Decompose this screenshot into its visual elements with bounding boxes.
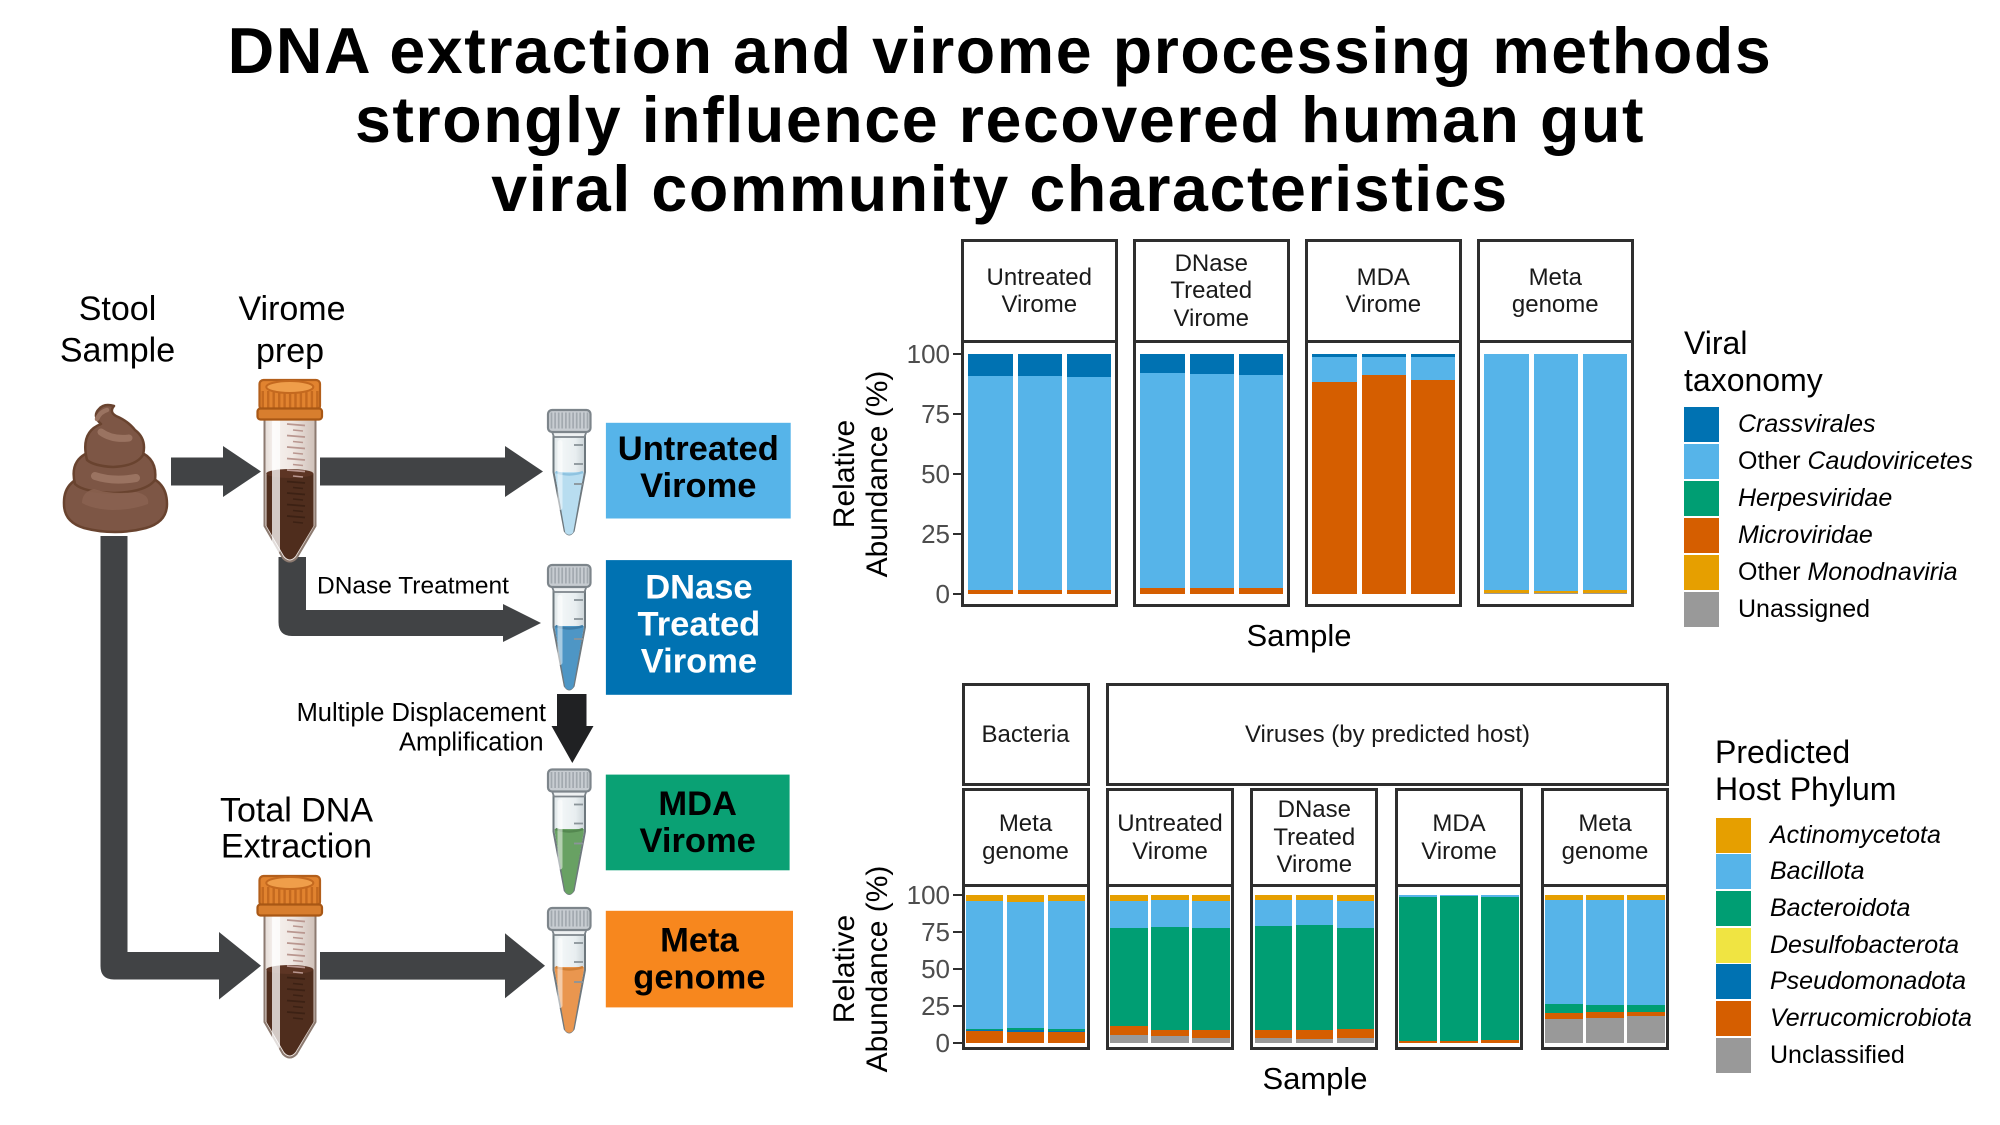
svg-text:Untreated: Untreated xyxy=(618,430,779,468)
svg-text:Stool: Stool xyxy=(79,290,157,328)
svg-text:Amplification: Amplification xyxy=(399,729,544,757)
svg-text:Treated: Treated xyxy=(638,606,761,644)
svg-text:DNase: DNase xyxy=(645,569,752,607)
svg-text:MDA: MDA xyxy=(658,785,737,823)
svg-text:Virome: Virome xyxy=(238,290,345,328)
svg-text:prep: prep xyxy=(256,332,324,370)
svg-text:Extraction: Extraction xyxy=(221,828,372,866)
svg-text:DNase Treatment: DNase Treatment xyxy=(317,573,509,600)
svg-text:Virome: Virome xyxy=(640,467,756,505)
svg-text:Multiple Displacement: Multiple Displacement xyxy=(297,699,546,727)
svg-text:Total DNA: Total DNA xyxy=(220,792,373,830)
svg-text:Sample: Sample xyxy=(60,332,175,370)
svg-text:genome: genome xyxy=(633,959,765,997)
svg-text:Virome: Virome xyxy=(641,643,757,681)
svg-text:Virome: Virome xyxy=(640,822,756,860)
svg-text:Meta: Meta xyxy=(660,922,739,960)
